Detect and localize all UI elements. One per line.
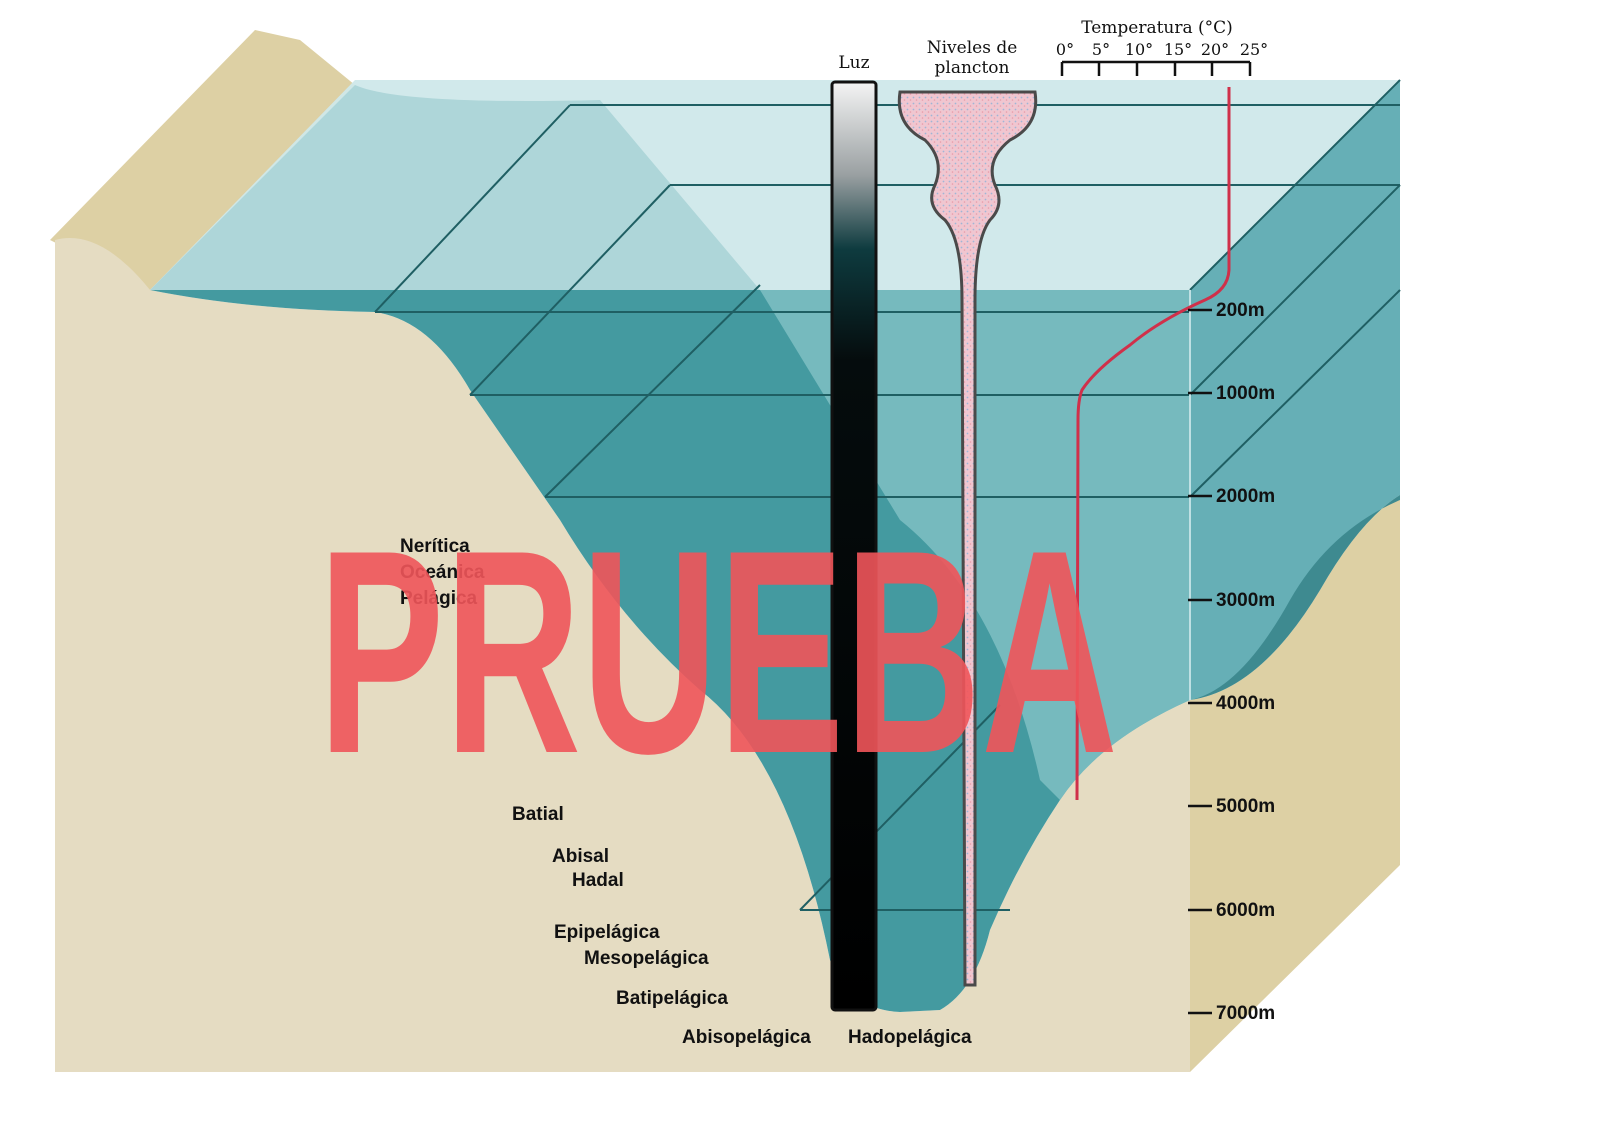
depth-label-200: 200m bbox=[1216, 300, 1265, 321]
water-side-deep bbox=[1190, 495, 1400, 700]
zone-label-hadopelagica: Hadopelágica bbox=[848, 1027, 972, 1048]
zone-label-abisopelagica: Abisopelágica bbox=[682, 1027, 811, 1048]
shelf-water bbox=[150, 85, 760, 290]
right-block-side bbox=[1190, 495, 1400, 1072]
zone-label-oceanica: Oceánica bbox=[400, 562, 485, 583]
watermark-stamp: PRUEBA bbox=[318, 490, 1118, 814]
temp-tick-25: 25° bbox=[1240, 40, 1268, 59]
light-bar bbox=[830, 80, 878, 1012]
left-cliff-top bbox=[50, 30, 355, 290]
depth-label-4000: 4000m bbox=[1216, 693, 1275, 714]
plankton-shape bbox=[897, 90, 1038, 987]
depth-label-2000: 2000m bbox=[1216, 486, 1275, 507]
depth-label-3000: 3000m bbox=[1216, 590, 1275, 611]
depth-label-1000: 1000m bbox=[1216, 383, 1275, 404]
zone-label-batipelagica: Batipelágica bbox=[616, 988, 728, 1009]
zone-label-epipelagica: Epipelágica bbox=[554, 922, 660, 943]
temperature-title: Temperatura (°C) bbox=[1081, 18, 1233, 38]
temp-tick-20: 20° bbox=[1201, 40, 1229, 59]
temp-tick-5: 5° bbox=[1092, 40, 1110, 59]
depth-label-6000: 6000m bbox=[1216, 900, 1275, 921]
zone-label-pelagica: Pelágica bbox=[400, 588, 478, 609]
temperature-axis bbox=[1060, 60, 1252, 76]
depth-scale: 200m 1000m 2000m 3000m 4000m 5000m 6000m… bbox=[1188, 300, 1275, 1024]
plankton-label-line2: plancton bbox=[935, 58, 1010, 78]
temp-tick-10: 10° bbox=[1125, 40, 1153, 59]
left-seafloor bbox=[55, 238, 1190, 1072]
temperature-curve bbox=[1075, 87, 1231, 801]
depth-label-5000: 5000m bbox=[1216, 796, 1275, 817]
temp-tick-15: 15° bbox=[1164, 40, 1192, 59]
temp-tick-0: 0° bbox=[1056, 40, 1074, 59]
zone-label-hadal: Hadal bbox=[572, 870, 624, 891]
temperature-ticks: 0° 5° 10° 15° 20° 25° bbox=[1056, 40, 1268, 59]
zone-label-neritica: Nerítica bbox=[400, 536, 470, 557]
light-label: Luz bbox=[838, 53, 869, 73]
depth-label-7000: 7000m bbox=[1216, 1003, 1275, 1024]
litoral-zone-labels: Nerítica Oceánica Pelágica bbox=[400, 536, 485, 609]
plankton-label-line1: Niveles de bbox=[927, 38, 1018, 58]
zone-label-abisal: Abisal bbox=[552, 846, 609, 867]
zone-label-batial: Batial bbox=[512, 804, 564, 825]
zone-label-mesopelagica: Mesopelágica bbox=[584, 948, 709, 969]
